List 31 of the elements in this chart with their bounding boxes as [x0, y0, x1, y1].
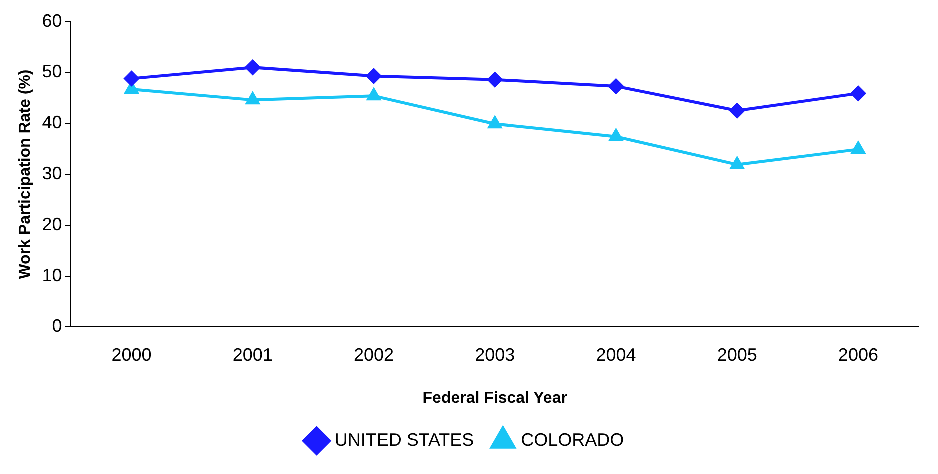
x-axis-title: Federal Fiscal Year [422, 390, 568, 407]
y-tick-label: 60 [42, 10, 62, 31]
point [366, 68, 382, 84]
x-tick-label: 2006 [838, 344, 878, 365]
point [488, 116, 502, 129]
y-tick-label: 30 [42, 163, 62, 184]
y-tick-label: 40 [42, 112, 62, 133]
point [246, 92, 260, 105]
y-tick-label: 50 [42, 62, 62, 82]
x-tick-label: 2002 [354, 344, 394, 365]
point [850, 86, 866, 102]
y-tick-label: 20 [42, 214, 62, 234]
point [124, 71, 140, 86]
point [367, 88, 381, 101]
x-tick-label: 2001 [232, 344, 273, 365]
point [608, 78, 624, 94]
legend-label: UNITED STATES [334, 430, 474, 450]
legend-label: COLORADO [521, 430, 624, 450]
y-axis-title: Work Participation Rate (%) [17, 70, 34, 280]
point [610, 129, 623, 142]
point [730, 103, 745, 118]
x-tick-label: 2005 [717, 344, 758, 365]
point [730, 157, 744, 170]
point [245, 60, 260, 76]
y-tick-label: 0 [52, 316, 62, 336]
y-tick-label: 10 [42, 265, 62, 286]
x-tick-label: 2003 [475, 344, 516, 365]
x-tick-label: 2004 [596, 344, 636, 365]
point [488, 72, 503, 88]
point [852, 142, 866, 154]
x-tick-label: 2000 [112, 344, 152, 365]
